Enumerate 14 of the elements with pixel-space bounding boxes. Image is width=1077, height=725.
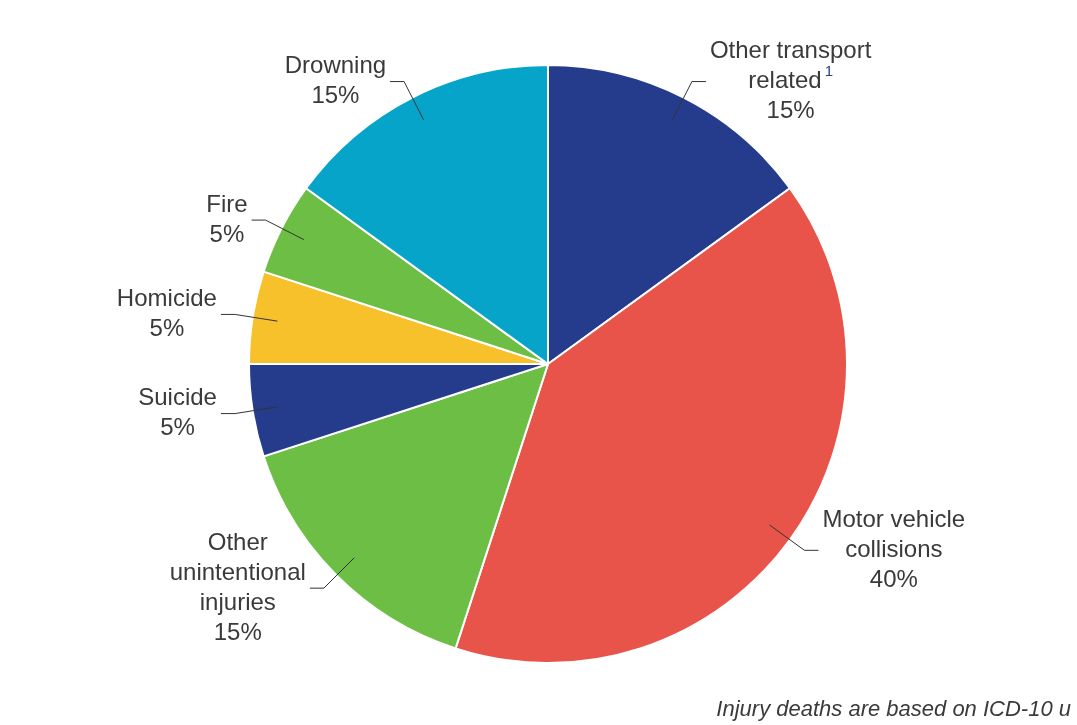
slice-label: Fire [206, 189, 248, 217]
data-label: 15% [311, 81, 360, 109]
slice-label: Suicide [138, 383, 217, 411]
slice-label: Drowning [284, 51, 387, 79]
data-label: 5% [209, 219, 245, 247]
slice-label: Other unintentional injuries [169, 527, 306, 615]
data-label: 15% [213, 617, 262, 645]
data-label: 40% [869, 564, 918, 592]
data-label: 5% [149, 314, 185, 342]
data-label: 5% [160, 413, 195, 441]
slice-label: Motor vehicle collisions [822, 504, 966, 562]
slice-label: Homicide [116, 284, 217, 312]
data-label: 15% [766, 96, 815, 124]
text: Injury deaths are based on ICD-10 u [716, 696, 1071, 722]
